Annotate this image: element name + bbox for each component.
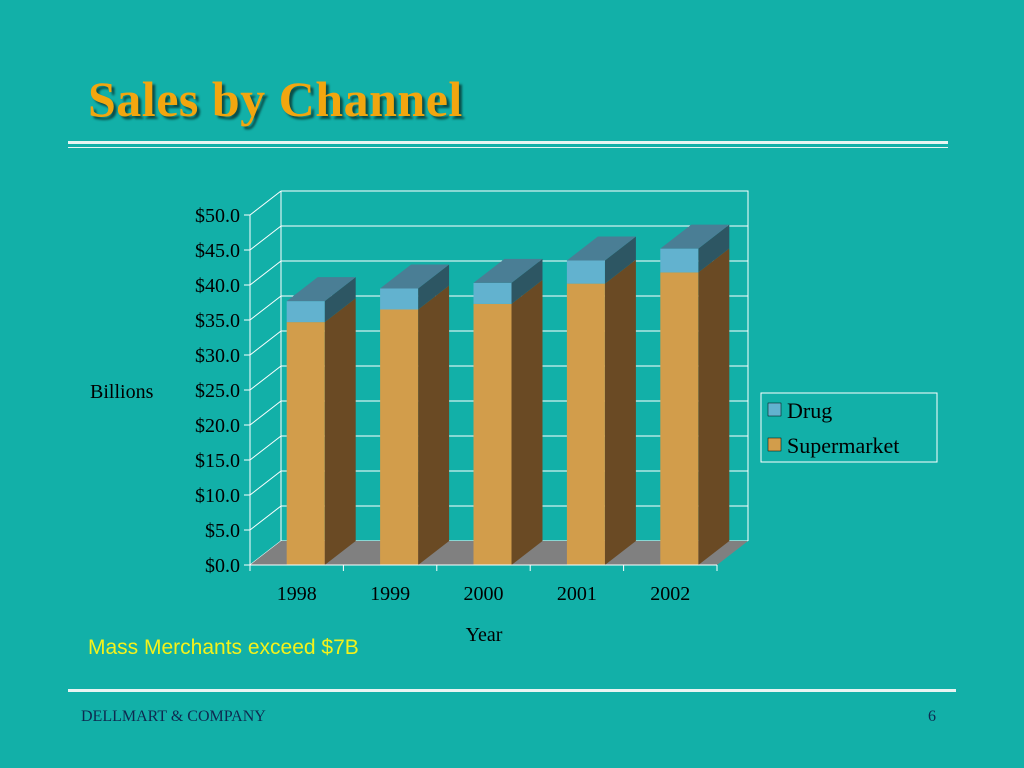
bar-2000 [473, 258, 543, 565]
company-name: DELLMART & COMPANY [81, 708, 266, 725]
y-tick-label: $50.0 [195, 205, 240, 227]
bar-drug-side [511, 258, 543, 304]
y-tick-label: $10.0 [195, 485, 240, 507]
x-tick-label: 2002 [650, 583, 690, 605]
bar-drug [473, 282, 512, 304]
bar-drug [380, 288, 419, 310]
slide-title: Sales by Channel [88, 71, 463, 127]
legend-swatch [767, 402, 782, 417]
gridline-side [249, 330, 282, 356]
gridline-side [249, 470, 282, 496]
y-tick-label: $20.0 [195, 415, 240, 437]
bar-top [286, 277, 356, 302]
bar-drug [660, 248, 699, 273]
bar-supermarket [473, 303, 512, 565]
bar-supermarket [380, 309, 419, 565]
legend-label: Drug [787, 398, 832, 423]
y-tick-label: $15.0 [195, 450, 240, 472]
y-tick-label: $45.0 [195, 240, 240, 262]
gridline-side [249, 225, 282, 251]
y-tick-label: $25.0 [195, 380, 240, 402]
y-tick-label: $35.0 [195, 310, 240, 332]
bar-2002 [660, 224, 730, 565]
gridline-side [249, 190, 282, 216]
y-tick-label: $40.0 [195, 275, 240, 297]
y-axis-title: Billions [90, 381, 154, 403]
bar-supermarket [660, 272, 699, 565]
title-divider-thin [68, 147, 948, 148]
y-tick-label: $30.0 [195, 345, 240, 367]
bar-drug [286, 301, 325, 323]
bar-supermarket-side [511, 279, 543, 565]
bar-drug-side [418, 264, 450, 310]
gridline-side [249, 260, 282, 286]
gridline-side [249, 505, 282, 531]
bar-drug-side [324, 277, 356, 323]
x-tick-label: 1999 [370, 583, 410, 605]
bar-supermarket [286, 322, 325, 565]
legend-swatch [767, 437, 782, 452]
bar-top [660, 224, 730, 249]
x-tick-label: 2001 [557, 583, 597, 605]
x-tick-label: 1998 [277, 583, 317, 605]
mass-merchants-note: Mass Merchants exceed $7B [88, 636, 359, 659]
gridline-side [249, 365, 282, 391]
legend-label: Supermarket [787, 433, 899, 458]
bar-2001 [566, 236, 636, 565]
gridline-side [249, 295, 282, 321]
title-divider [68, 141, 948, 144]
page-number: 6 [928, 708, 936, 725]
bar-supermarket-side [418, 285, 450, 565]
bar-supermarket [566, 283, 605, 565]
y-tick-label: $0.0 [205, 555, 240, 577]
bar-drug-side [604, 236, 636, 284]
bar-top [380, 264, 450, 289]
bar-supermarket-side [698, 248, 730, 565]
footer-divider [68, 689, 956, 692]
bar-drug-side [698, 224, 730, 273]
gridline-side [249, 435, 282, 461]
bar-top [566, 236, 636, 261]
y-tick-label: $5.0 [205, 520, 240, 542]
bar-drug [566, 260, 605, 284]
x-axis-title: Year [466, 624, 503, 646]
bar-supermarket-side [324, 298, 356, 565]
bar-top [473, 258, 543, 283]
x-tick-label: 2000 [464, 583, 504, 605]
bar-1998 [286, 277, 356, 565]
legend-box [760, 392, 938, 463]
bar-1999 [380, 264, 450, 565]
bar-supermarket-side [604, 259, 636, 565]
gridline-side [249, 400, 282, 426]
